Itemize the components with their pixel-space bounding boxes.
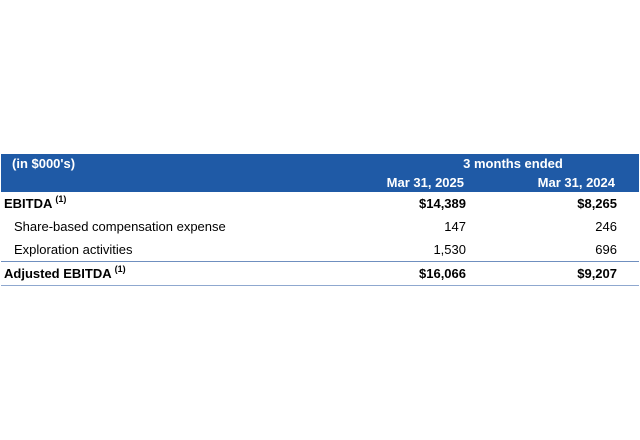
value-2024: 246: [595, 219, 617, 234]
header-row-dates: Mar 31, 2025 Mar 31, 2024: [1, 173, 639, 192]
table-row-share-based-compensation: Share-based compensation expense 147 246: [1, 215, 639, 238]
row-label-text: Adjusted EBITDA: [4, 266, 112, 281]
units-label: (in $000's): [12, 156, 76, 171]
divider: [1, 261, 639, 262]
table-row-exploration-activities: Exploration activities 1,530 696: [1, 238, 639, 261]
column-header-2024: Mar 31, 2024: [537, 175, 615, 190]
table-row-adjusted-ebitda: Adjusted EBITDA (1) $16,066 $9,207: [1, 262, 639, 285]
value-2024: $8,265: [577, 196, 617, 211]
row-label: Share-based compensation expense: [14, 219, 226, 234]
row-label: EBITDA (1): [4, 192, 66, 215]
column-header-2025: Mar 31, 2025: [386, 175, 464, 190]
value-2025: $14,389: [419, 196, 466, 211]
divider-bottom: [1, 285, 639, 286]
value-2025: 1,530: [433, 242, 466, 257]
value-2024: $9,207: [577, 266, 617, 281]
footnote-marker: (1): [55, 193, 67, 204]
row-label-text: EBITDA: [4, 196, 53, 211]
period-label: 3 months ended: [463, 156, 563, 171]
table-header: (in $000's) 3 months ended Mar 31, 2025 …: [1, 154, 639, 192]
row-label: Adjusted EBITDA (1): [4, 262, 126, 285]
ebitda-reconciliation-table: (in $000's) 3 months ended Mar 31, 2025 …: [1, 154, 639, 286]
header-row-period: (in $000's) 3 months ended: [1, 154, 639, 173]
row-label: Exploration activities: [14, 242, 133, 257]
table-row-ebitda: EBITDA (1) $14,389 $8,265: [1, 192, 639, 215]
footnote-marker: (1): [114, 263, 126, 274]
value-2024: 696: [595, 242, 617, 257]
value-2025: $16,066: [419, 266, 466, 281]
value-2025: 147: [444, 219, 466, 234]
